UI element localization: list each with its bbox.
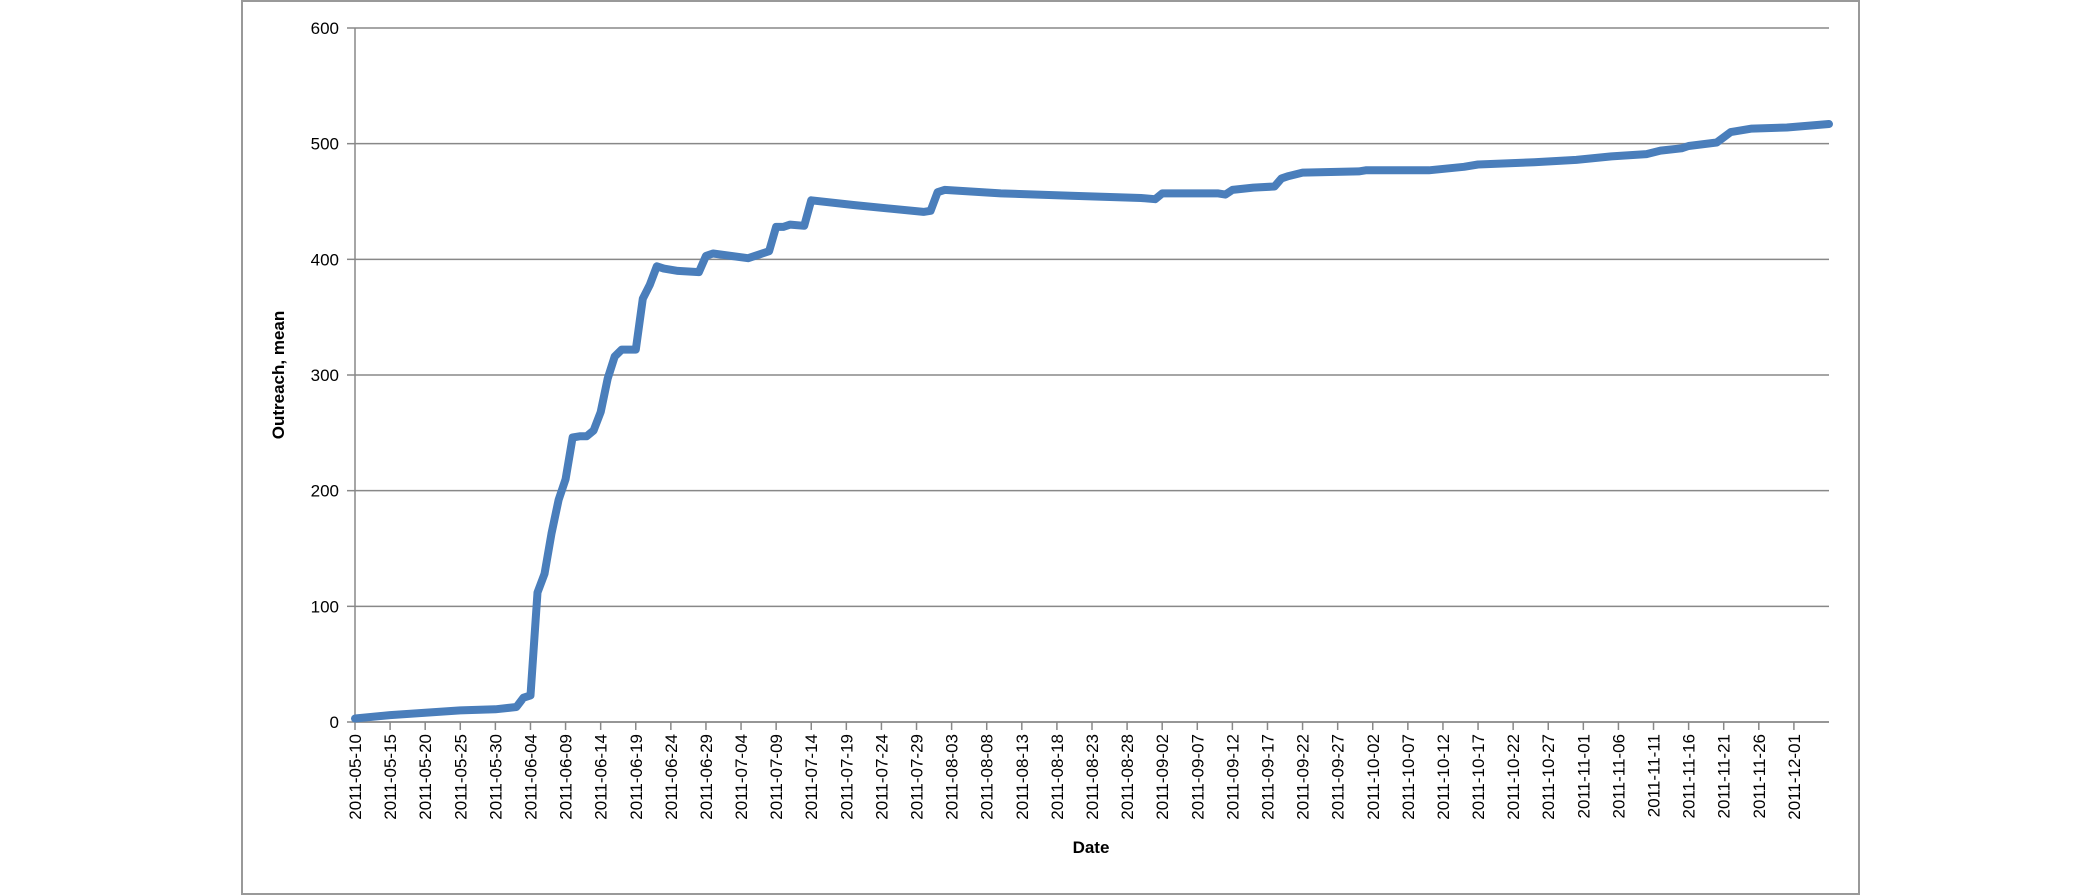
x-tick-label: 2011-10-27: [1539, 734, 1558, 820]
x-tick-label: 2011-06-24: [662, 734, 681, 820]
x-tick-label: 2011-05-10: [346, 734, 365, 820]
x-tick-label: 2011-07-09: [767, 734, 786, 820]
chart-frame: [241, 0, 1860, 895]
y-tick-label: 100: [311, 597, 339, 616]
x-tick-label: 2011-09-22: [1294, 734, 1313, 820]
x-tick-label: 2011-12-01: [1785, 734, 1804, 820]
data-line: [351, 120, 1833, 723]
x-tick-label: 2011-05-15: [381, 734, 400, 820]
x-tick-label: 2011-06-19: [627, 734, 646, 820]
x-tick-label: 2011-11-21: [1715, 734, 1734, 818]
x-tick-label: 2011-06-29: [697, 734, 716, 820]
x-tick-label: 2011-07-04: [732, 734, 751, 820]
x-tick-label: 2011-08-23: [1083, 734, 1102, 820]
x-tick-label: 2011-08-18: [1048, 734, 1067, 820]
x-tick-label: 2011-11-01: [1574, 734, 1593, 818]
x-axis-label: Date: [1073, 838, 1110, 857]
x-tick-label: 2011-08-28: [1118, 734, 1137, 820]
x-tick-label: 2011-08-08: [978, 734, 997, 820]
x-tick-label: 2011-09-17: [1258, 734, 1277, 820]
y-tick-label: 300: [311, 366, 339, 385]
x-tick-label: 2011-10-22: [1504, 734, 1523, 820]
x-tick-label: 2011-05-30: [486, 734, 505, 820]
x-tick-label: 2011-09-02: [1153, 734, 1172, 820]
x-tick-label: 2011-08-03: [943, 734, 962, 820]
x-tick-label: 2011-05-25: [451, 734, 470, 820]
y-tick-label: 0: [330, 713, 339, 732]
x-tick-label: 2011-10-12: [1434, 734, 1453, 820]
x-tick-label: 2011-07-14: [802, 734, 821, 820]
x-tick-label: 2011-06-04: [521, 734, 540, 820]
x-tick-label: 2011-06-09: [557, 734, 576, 820]
x-tick-label: 2011-11-26: [1750, 734, 1769, 818]
x-tick-label: 2011-08-13: [1013, 734, 1032, 820]
y-tick-label: 200: [311, 482, 339, 501]
x-tick-label: 2011-10-07: [1399, 734, 1418, 820]
x-tick-label: 2011-07-19: [837, 734, 856, 820]
x-tick-label: 2011-10-17: [1469, 734, 1488, 820]
x-tick-label: 2011-10-02: [1364, 734, 1383, 820]
x-tick-label: 2011-06-14: [592, 734, 611, 820]
x-tick-label: 2011-07-29: [908, 734, 927, 820]
x-tick-label: 2011-11-06: [1609, 734, 1628, 818]
x-tick-label: 2011-11-11: [1645, 734, 1664, 817]
y-axis-label: Outreach, mean: [269, 311, 288, 440]
x-tick-label: 2011-09-27: [1329, 734, 1348, 820]
y-tick-label: 400: [311, 250, 339, 269]
x-tick-label: 2011-11-16: [1680, 734, 1699, 818]
x-tick-label: 2011-09-07: [1188, 734, 1207, 820]
y-tick-label: 500: [311, 135, 339, 154]
y-tick-label: 600: [311, 19, 339, 38]
x-tick-label: 2011-05-20: [416, 734, 435, 820]
x-tick-label: 2011-07-24: [872, 734, 891, 820]
x-tick-label: 2011-09-12: [1223, 734, 1242, 820]
